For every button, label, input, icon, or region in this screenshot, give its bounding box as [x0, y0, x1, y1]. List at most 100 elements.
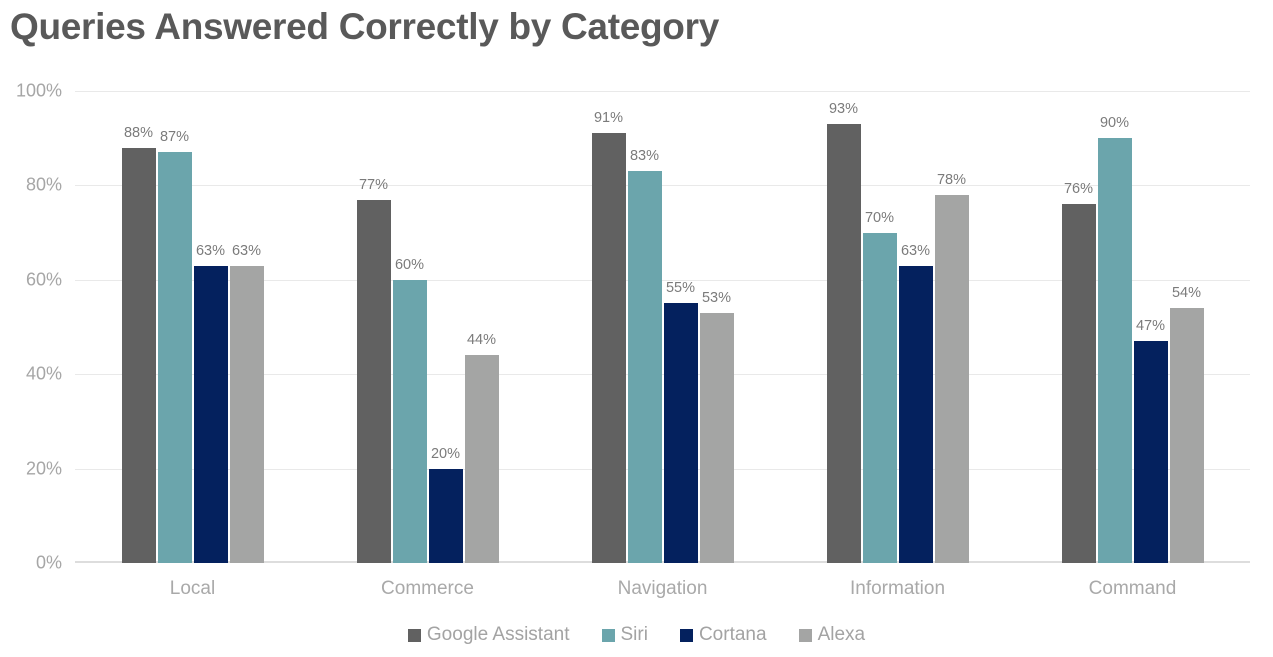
bar-group-information: 93% 70% 63% 78% — [780, 91, 1015, 563]
bar-siri-command — [1097, 138, 1132, 563]
bar-col-cortana-commerce: 20% — [428, 445, 463, 563]
legend-item-alexa: Alexa — [798, 624, 866, 646]
legend-item-google-assistant: Google Assistant — [407, 624, 570, 646]
bar-group-navigation: 91% 83% 55% 53% — [545, 91, 780, 563]
legend-label-cortana: Cortana — [698, 624, 767, 645]
y-tick-20: 20% — [25, 458, 62, 479]
bar-cortana-information — [898, 265, 933, 563]
gridline-60 — [75, 279, 1250, 281]
bar-group-command: 76% 90% 47% 54% — [1015, 91, 1250, 563]
bar-alexa-information — [934, 194, 969, 563]
y-axis-labels: 0% 20% 40% 60% 80% 100% — [0, 81, 62, 573]
bar-value-label: 63% — [231, 242, 262, 259]
bar-value-label: 20% — [430, 445, 461, 462]
legend-item-siri: Siri — [601, 624, 648, 646]
bar-value-label: 90% — [1099, 115, 1130, 132]
legend-label-google-assistant: Google Assistant — [426, 624, 570, 645]
bar-col-cortana-information: 63% — [898, 242, 933, 563]
bar-alexa-navigation — [699, 312, 734, 563]
x-category-commerce: Commerce — [381, 578, 474, 599]
bar-col-siri-navigation: 83% — [627, 148, 662, 563]
x-category-information: Information — [849, 578, 946, 599]
bar-col-google-assistant-information: 93% — [826, 101, 861, 563]
legend-label-siri: Siri — [620, 624, 648, 645]
bar-value-label: 55% — [665, 280, 696, 297]
bar-google-assistant-local — [121, 147, 156, 563]
bar-value-label: 60% — [394, 256, 425, 273]
legend-swatch-alexa — [798, 628, 812, 642]
bar-col-alexa-local: 63% — [229, 242, 264, 563]
bar-alexa-command — [1169, 308, 1204, 563]
legend: Google Assistant Siri Cortana Alexa — [0, 624, 1273, 646]
bar-col-alexa-command: 54% — [1169, 285, 1204, 563]
bar-col-siri-command: 90% — [1097, 115, 1132, 563]
bar-col-siri-information: 70% — [862, 209, 897, 563]
bar-value-label: 88% — [123, 124, 154, 141]
bar-value-label: 44% — [466, 332, 497, 349]
legend-swatch-siri — [601, 628, 615, 642]
bar-siri-local — [157, 152, 192, 563]
bar-value-label: 54% — [1171, 285, 1202, 302]
bar-col-alexa-information: 78% — [934, 171, 969, 563]
bar-col-google-assistant-commerce: 77% — [356, 176, 391, 563]
gridline-100 — [75, 91, 1250, 92]
bar-value-label: 93% — [828, 101, 859, 118]
bar-groups: 88% 87% 63% 63% 77% 60% 20% 44% 91% 83% 55% 53% 93% 7… — [75, 91, 1250, 563]
bar-value-label: 91% — [593, 110, 624, 127]
bar-group-local: 88% 87% 63% 63% — [75, 91, 310, 563]
bar-col-alexa-navigation: 53% — [699, 289, 734, 563]
bar-siri-information — [862, 232, 897, 563]
bar-value-label: 78% — [936, 171, 967, 188]
bar-alexa-local — [229, 265, 264, 563]
bar-value-label: 53% — [701, 289, 732, 306]
bar-google-assistant-information — [826, 124, 861, 563]
legend-item-cortana: Cortana — [679, 624, 767, 646]
bar-col-siri-local: 87% — [157, 129, 192, 563]
bar-value-label: 63% — [195, 242, 226, 259]
y-tick-100: 100% — [15, 80, 62, 101]
chart-title: Queries Answered Correctly by Category — [10, 6, 719, 47]
gridline-0 — [75, 561, 1250, 563]
bar-google-assistant-navigation — [591, 133, 626, 563]
bar-col-google-assistant-command: 76% — [1061, 181, 1096, 563]
y-tick-80: 80% — [25, 174, 62, 195]
bar-cortana-commerce — [428, 468, 463, 563]
bar-col-cortana-navigation: 55% — [663, 280, 698, 563]
gridline-80 — [75, 185, 1250, 187]
bar-group-commerce: 77% 60% 20% 44% — [310, 91, 545, 563]
bar-siri-navigation — [627, 171, 662, 563]
bar-col-google-assistant-local: 88% — [121, 124, 156, 563]
bar-alexa-commerce — [464, 355, 499, 563]
plot-area: 88% 87% 63% 63% 77% 60% 20% 44% 91% 83% 55% 53% 93% 7… — [75, 91, 1250, 563]
bar-col-alexa-commerce: 44% — [464, 332, 499, 563]
gridline-20 — [75, 468, 1250, 470]
bar-col-cortana-local: 63% — [193, 242, 228, 563]
bar-value-label: 83% — [629, 148, 660, 165]
bar-value-label: 63% — [900, 242, 931, 259]
bar-cortana-navigation — [663, 303, 698, 563]
x-category-local: Local — [169, 578, 216, 599]
bar-value-label: 77% — [358, 176, 389, 193]
bar-value-label: 70% — [864, 209, 895, 226]
y-tick-40: 40% — [25, 363, 62, 384]
bar-google-assistant-commerce — [356, 199, 391, 563]
bar-value-label: 47% — [1135, 318, 1166, 335]
y-tick-60: 60% — [25, 269, 62, 290]
y-tick-0: 0% — [35, 552, 62, 573]
bar-col-siri-commerce: 60% — [392, 256, 427, 563]
bar-cortana-local — [193, 265, 228, 563]
gridline-40 — [75, 374, 1250, 376]
legend-label-alexa: Alexa — [817, 624, 866, 645]
bar-col-google-assistant-navigation: 91% — [591, 110, 626, 563]
bar-col-cortana-command: 47% — [1133, 318, 1168, 563]
bar-google-assistant-command — [1061, 204, 1096, 563]
x-category-command: Command — [1088, 578, 1177, 599]
bar-value-label: 76% — [1063, 181, 1094, 198]
legend-swatch-cortana — [679, 628, 693, 642]
bar-value-label: 87% — [159, 129, 190, 146]
x-axis-labels: Local Commerce Navigation Information Comman… — [75, 578, 1250, 600]
bar-cortana-command — [1133, 341, 1168, 563]
x-category-navigation: Navigation — [617, 578, 708, 599]
legend-swatch-google-assistant — [407, 628, 421, 642]
